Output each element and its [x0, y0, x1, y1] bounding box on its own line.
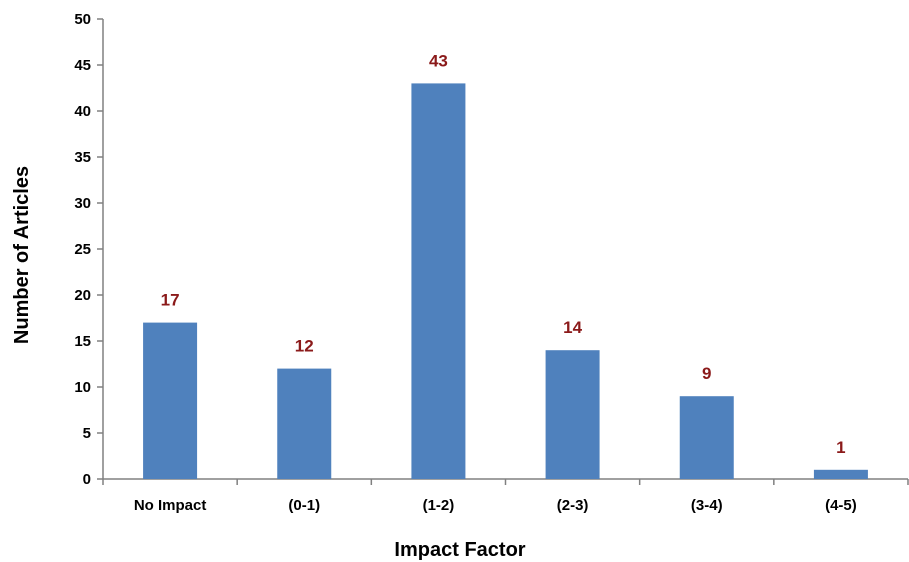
- y-axis-group: 0 5 10 15 20 25 30 35 40 45 50: [74, 11, 104, 488]
- data-labels-group: 17 12 43 14 9 1: [161, 51, 846, 456]
- y-tick-label: 50: [74, 11, 91, 28]
- y-tick-label: 5: [83, 425, 91, 442]
- x-tick-label: No Impact: [134, 497, 207, 514]
- x-tick-label: (4-5): [825, 497, 857, 514]
- bars-group: [143, 83, 868, 480]
- y-tick-label: 0: [83, 471, 91, 488]
- y-tick-label: 15: [74, 333, 91, 350]
- bar-value-label: 9: [702, 364, 711, 383]
- y-tick-label: 30: [74, 195, 91, 212]
- y-tick-label: 10: [74, 379, 91, 396]
- y-axis-title: Number of Articles: [11, 166, 33, 344]
- y-tick-label: 25: [74, 241, 91, 258]
- y-tick-label: 45: [74, 57, 91, 74]
- bar: [411, 83, 466, 480]
- bar-value-label: 43: [429, 51, 448, 70]
- x-tick-label: (0-1): [288, 497, 320, 514]
- bar: [545, 350, 600, 479]
- bar: [813, 469, 868, 479]
- y-tick-label: 20: [74, 287, 91, 304]
- bar-value-label: 12: [295, 337, 314, 356]
- bar: [277, 368, 332, 479]
- x-tick-label: (2-3): [557, 497, 589, 514]
- x-axis-title: Impact Factor: [394, 539, 525, 561]
- x-tick-label: (1-2): [423, 497, 455, 514]
- bar-value-label: 17: [161, 291, 180, 310]
- x-tick-label: (3-4): [691, 497, 723, 514]
- y-tick-label: 35: [74, 149, 91, 166]
- bar: [143, 322, 198, 479]
- x-axis-group: No Impact (0-1) (1-2) (2-3) (3-4) (4-5): [102, 478, 909, 514]
- y-tick-label: 40: [74, 103, 91, 120]
- bar-value-label: 1: [836, 438, 845, 457]
- bar-value-label: 14: [563, 318, 582, 337]
- bar: [679, 396, 734, 479]
